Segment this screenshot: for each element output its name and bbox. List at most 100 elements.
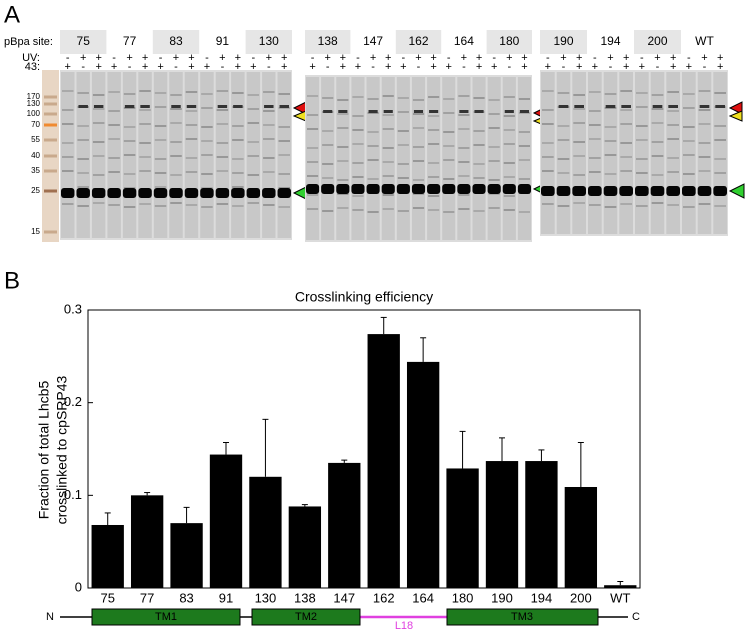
uv-sign: + [80,52,86,64]
gel-band [683,173,695,175]
gel-band [458,161,470,163]
gel-band [428,129,440,131]
gel-band [247,122,260,124]
site-box [305,30,351,54]
gel-band [714,158,726,160]
gel-band [557,125,570,127]
gel-band [201,140,213,142]
p43-sign: + [309,61,315,73]
gel-band [473,144,485,146]
gel-band [636,139,648,141]
uv-sign: - [66,52,70,64]
uv-sign: - [593,52,597,64]
lane [635,72,649,234]
gel-band [397,163,409,165]
uv-sign: - [311,52,315,64]
p43-sign: - [371,61,375,73]
gel-band [668,105,678,108]
gel-band [247,108,260,110]
gel-band [233,105,243,108]
gel-band [557,139,570,141]
gel-band [92,155,105,157]
gel-band [263,91,275,93]
gel-band [635,186,649,196]
gel-band [215,188,230,198]
gel-band [604,93,617,95]
gel-band [77,92,89,94]
gel-band [383,110,393,113]
p43-sign: - [326,61,330,73]
gel-band [352,162,364,164]
gel-band [636,158,648,160]
gel-band [604,206,617,208]
gel-band [263,204,275,206]
gel-band [307,95,319,97]
gel-band [557,172,570,174]
gel-band [503,115,515,117]
gel-band [557,92,570,94]
gel-band [170,174,182,176]
ladder-band [44,95,57,99]
lane [215,72,230,238]
gel-band [604,173,617,175]
p43-sign: - [417,61,421,73]
gel-band [488,113,500,115]
gel-band [262,188,276,198]
gel-band [62,90,74,92]
gel-band [620,123,632,125]
gel-band [366,184,380,194]
x-tick-label: 147 [333,590,355,605]
gel-band [542,90,554,92]
gel-band [556,186,571,196]
bar [446,468,479,588]
uv-sign: - [546,52,550,64]
gel-band [232,125,244,127]
gel-band [472,184,486,194]
bar [564,486,598,588]
p43-sign: + [592,61,598,73]
gel-band [171,105,181,108]
gel-band [77,205,89,207]
gel-band [154,205,167,207]
gel-band [572,186,586,196]
gel-band [216,90,229,92]
x-tick-label: 194 [531,590,553,605]
uv-sign: - [159,52,163,64]
gel-band [651,155,664,157]
ladder-band [44,102,57,106]
gel-band [337,99,349,101]
gel-band [185,204,198,206]
gel-band [603,186,618,196]
gel-band [713,186,727,196]
gel-band [667,157,679,159]
p43-sign: + [491,61,497,73]
gel-band [337,127,349,129]
gel-band [443,178,455,180]
gel-band [636,125,648,127]
gel-band [76,188,90,198]
gel-band [488,99,500,101]
gel-band [698,156,711,158]
gel-band [247,174,260,176]
gel-band [573,202,585,204]
gel-band [488,179,500,181]
gel-band [459,110,469,113]
marker-label: 70 [31,120,40,129]
gel-band [278,126,290,128]
gel-band [216,142,229,144]
gel-band [170,108,182,110]
lane [517,77,531,240]
site-label: 91 [216,34,230,48]
gel [540,70,728,236]
gel-band [246,188,261,198]
p43-sign: + [355,61,361,73]
x-tick-label: 138 [294,590,316,605]
gel-band [651,202,664,204]
gel-band [108,124,120,126]
gel-band [589,138,601,140]
lane [76,72,90,238]
gel-band [154,125,167,127]
gel-band [698,142,711,144]
gel-band [185,171,198,173]
gel-band [428,162,440,164]
